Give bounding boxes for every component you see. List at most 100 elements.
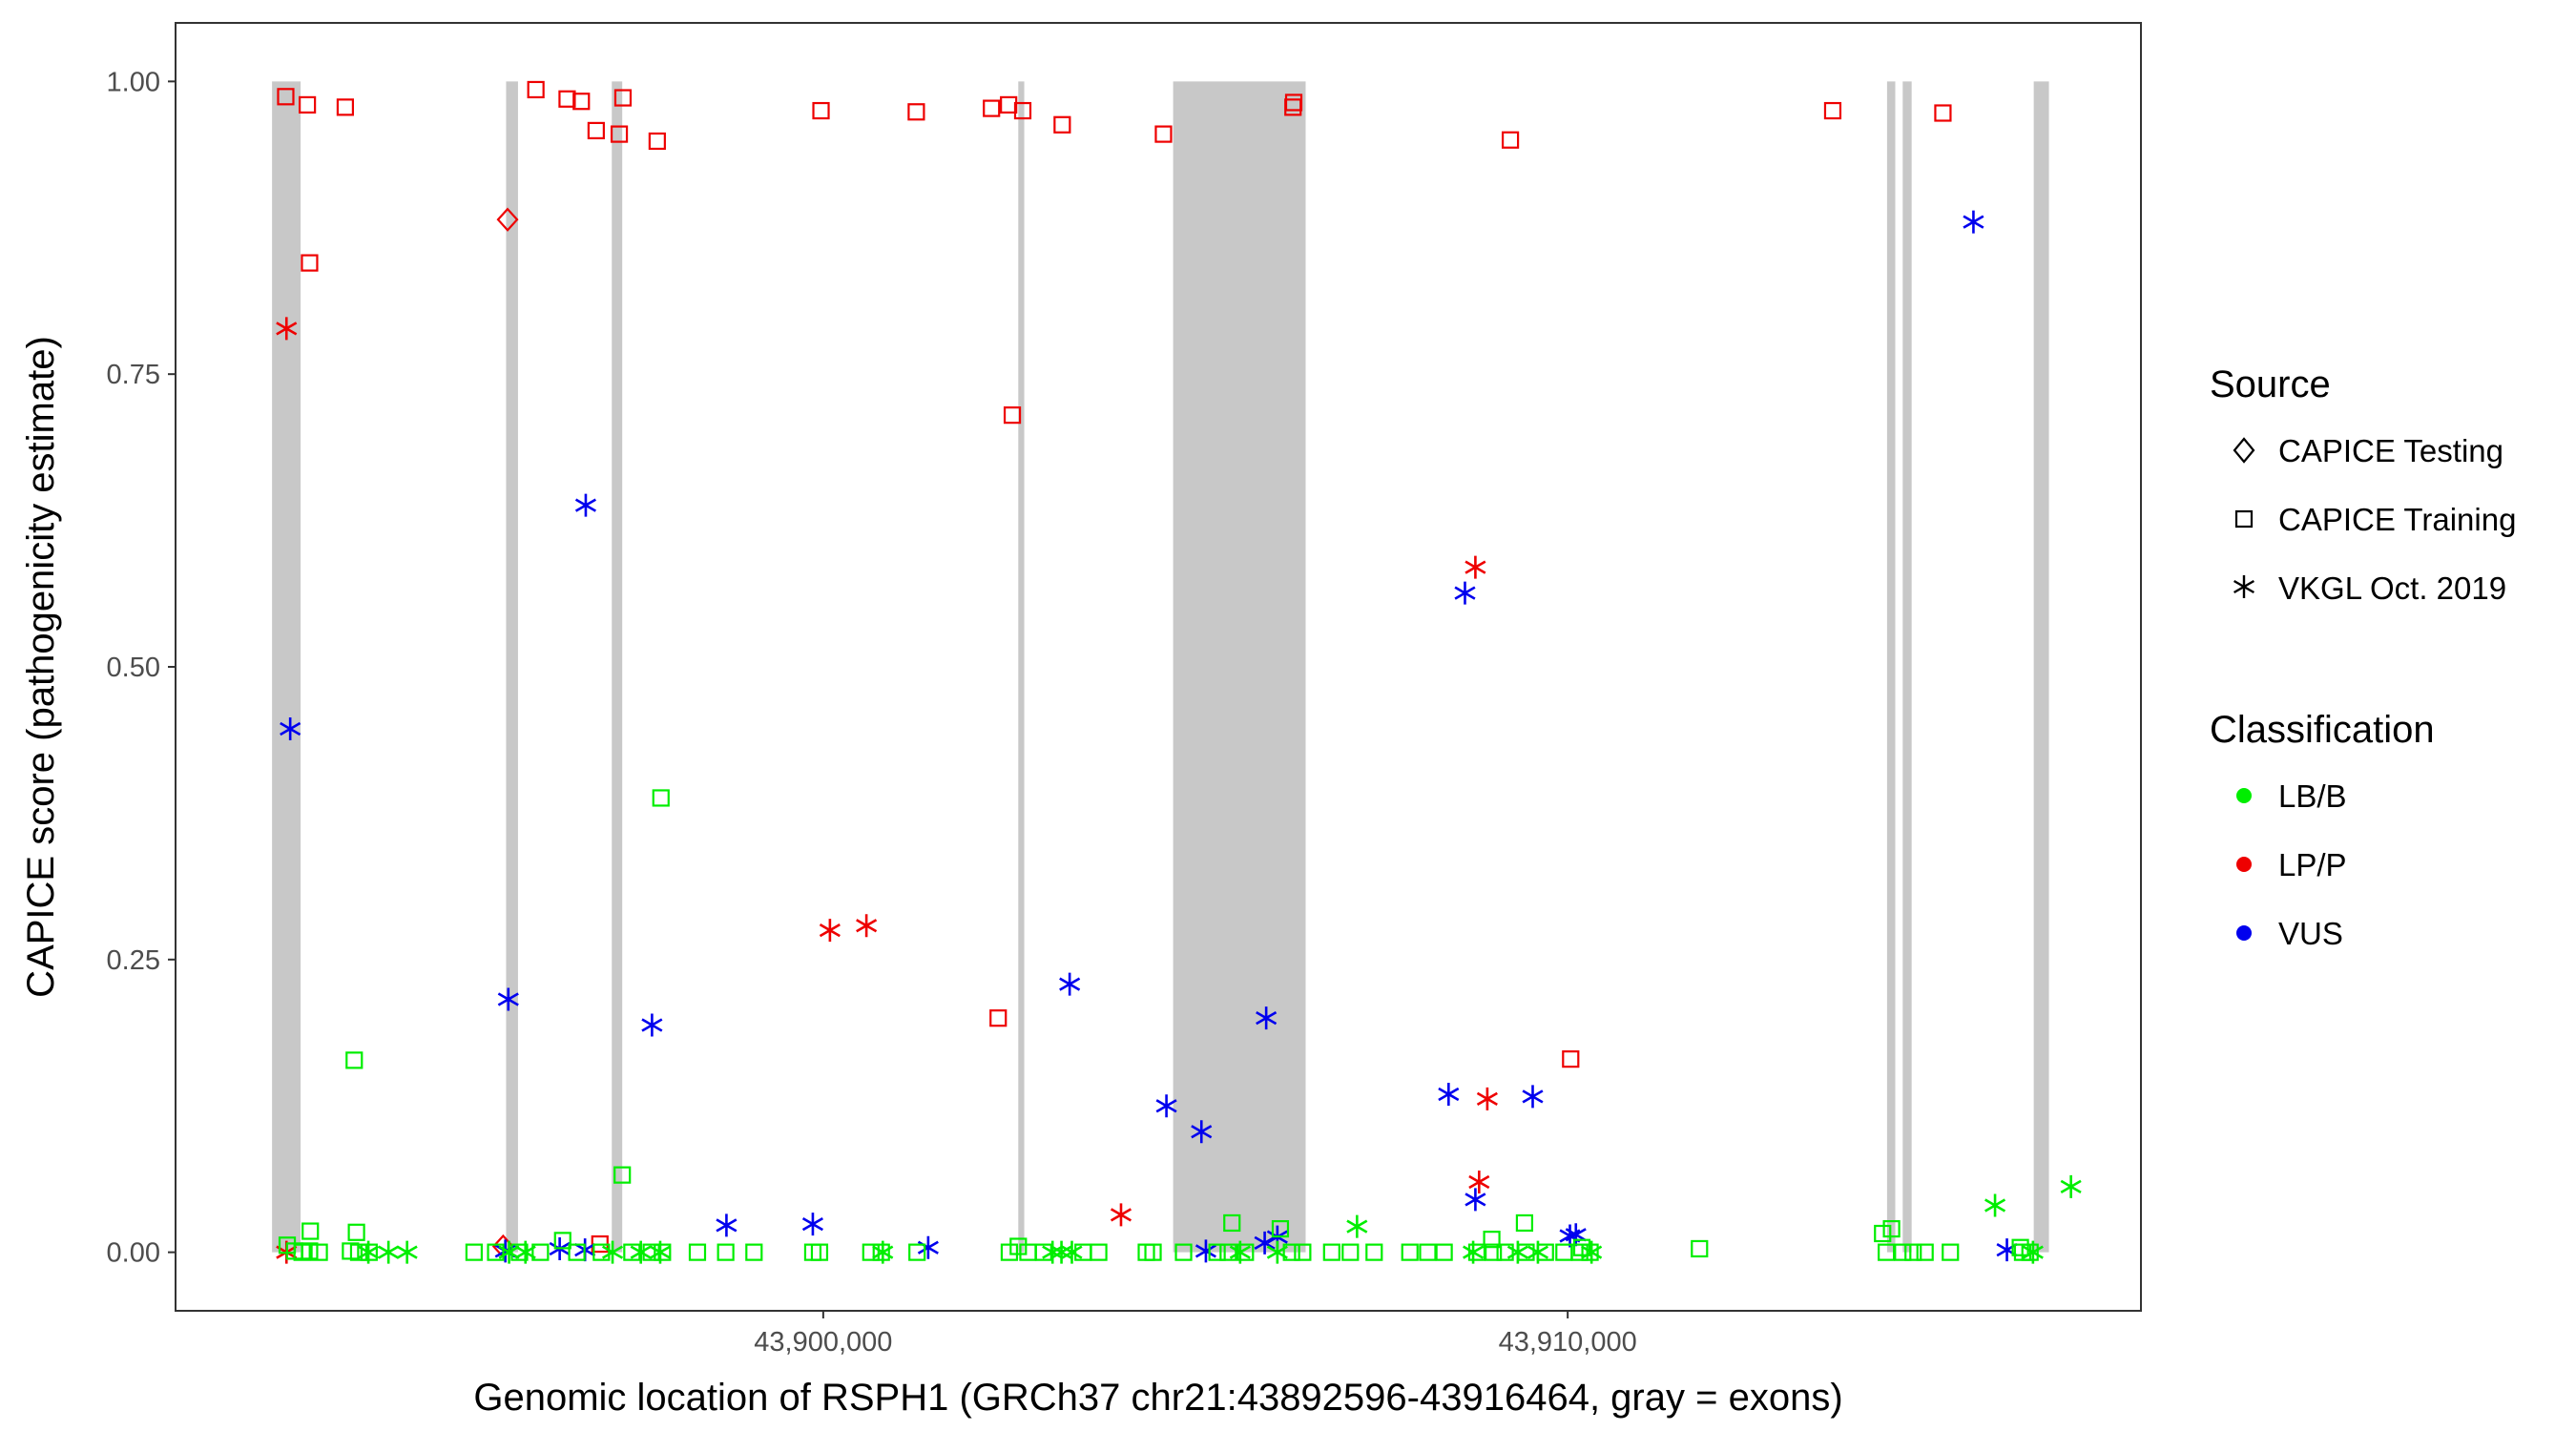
square-marker [1467,1243,1486,1261]
square-marker [1271,1219,1290,1238]
legend-diamond-icon [2233,437,2255,464]
square-marker [1219,1243,1237,1261]
square-marker [1000,1243,1019,1261]
square-marker [277,88,295,106]
square-marker [1691,1239,1709,1258]
square-marker [1401,1243,1419,1261]
exon-band [1173,81,1306,1253]
asterisk-marker [856,914,878,938]
square-marker [1341,1243,1360,1261]
asterisk-marker [917,1235,939,1259]
asterisk-marker [514,1240,536,1264]
legend-source-title: Source [2210,363,2331,405]
exon-band [272,81,301,1253]
square-marker [907,103,925,121]
square-marker [1208,1243,1226,1261]
square-marker [872,1243,890,1261]
asterisk-marker [1042,1240,1064,1264]
legend-key-diamond [2233,437,2255,464]
square-marker [1894,1243,1912,1261]
square-marker [1090,1243,1108,1261]
asterisk-marker [1050,1240,1072,1264]
asterisk-marker [801,1213,823,1236]
square-marker [810,1243,829,1261]
asterisk-marker [378,1240,400,1264]
asterisk-marker [1266,1240,1288,1264]
asterisk-marker [1110,1203,1132,1227]
square-marker [1223,1213,1241,1233]
square-marker [983,99,1001,117]
square-marker [1282,1243,1300,1261]
asterisk-marker [641,1013,663,1037]
square-marker [1483,1231,1501,1249]
asterisk-marker [2060,1174,2082,1198]
legend-classification-label: LP/P [2278,847,2347,882]
legend-classification: Classification LB/B LP/P VUS [2210,709,2435,951]
diamond-marker [496,207,519,232]
square-marker [1562,1050,1580,1068]
square-marker [310,1243,328,1261]
asterisk-marker [497,987,519,1011]
asterisk-marker [649,1240,672,1264]
square-marker [1009,1237,1028,1255]
square-marker [1496,1243,1514,1261]
square-marker [862,1243,880,1261]
asterisk-marker [601,1240,624,1264]
asterisk-marker [630,1240,652,1264]
legend-source-label: CAPICE Training [2278,502,2516,537]
asterisk-marker [1468,1171,1490,1193]
square-marker [1501,131,1520,149]
square-marker [347,1223,365,1241]
y-tick-label: 0.50 [107,653,160,683]
square-marker [527,80,545,99]
square-marker [553,1232,571,1250]
legend-classification-label: LB/B [2278,778,2347,814]
asterisk-marker [280,717,301,741]
asterisk-marker [1465,555,1486,579]
asterisk-marker [574,493,596,517]
legend-source-label: VKGL Oct. 2019 [2278,570,2506,606]
asterisk-marker [1527,1240,1548,1264]
square-marker [989,1009,1008,1027]
square-marker [1878,1243,1896,1261]
y-tick-label: 0.00 [107,1238,160,1269]
square-marker [1144,1243,1162,1261]
exon-bands [272,81,2049,1253]
square-marker [610,125,629,143]
legend-source-label: CAPICE Testing [2278,433,2503,468]
square-marker [1074,1243,1092,1261]
data-points [276,80,2082,1264]
legend-classification-label: VUS [2278,916,2343,951]
legend-source: Source CAPICE Testing CAPICE Training VK… [2210,363,2516,606]
asterisk-marker [396,1240,418,1264]
x-axis: 43,900,000 43,910,000 [754,1311,1637,1358]
y-tick-label: 1.00 [107,67,160,97]
square-marker [1294,1243,1312,1261]
square-marker [1874,1224,1892,1243]
asterisk-marker [1465,1188,1486,1212]
asterisk-marker [1963,210,1984,234]
square-marker [1515,1213,1534,1233]
square-marker [1570,1243,1589,1261]
legend-key-square [2234,509,2254,529]
square-marker [1904,1243,1922,1261]
asterisk-marker [1984,1193,2006,1217]
legend-asterisk-icon [2233,575,2254,598]
asterisk-marker [2022,1240,2044,1264]
square-marker [592,1243,611,1261]
square-marker [2021,1243,2039,1261]
asterisk-marker [872,1240,894,1264]
legend-classification-title: Classification [2210,709,2435,751]
square-marker [299,95,317,114]
asterisk-marker [358,1240,380,1264]
square-marker [1154,125,1173,143]
square-marker [654,1243,672,1261]
square-marker [1882,1219,1901,1238]
y-axis: 0.00 0.25 0.50 0.75 1.00 [107,67,176,1269]
square-marker [558,90,576,108]
asterisk-marker [1463,1240,1485,1264]
asterisk-marker [1155,1094,1177,1118]
legend-lbb-dot-icon [2236,788,2252,803]
asterisk-marker [1254,1231,1276,1255]
